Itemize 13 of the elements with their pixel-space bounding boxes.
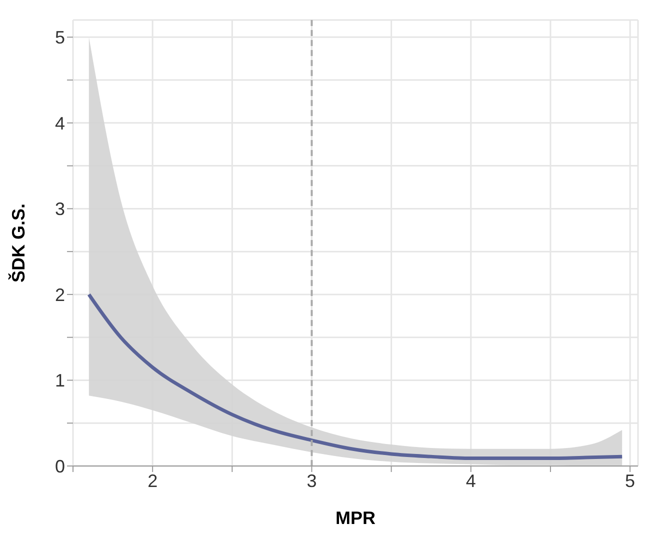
x-tick-label: 2 — [148, 470, 158, 491]
y-tick-label: 5 — [54, 28, 65, 48]
x-axis-title: MPR — [336, 508, 376, 528]
x-tick-label: 5 — [625, 470, 636, 491]
line-series — [87, 292, 624, 460]
x-tick-label: 3 — [306, 470, 317, 491]
y-tick-label: 1 — [54, 370, 65, 391]
y-tick-label: 2 — [54, 284, 65, 305]
x-tick-label: 4 — [466, 470, 476, 491]
y-tick-label: 4 — [54, 113, 65, 134]
y-tick-label: 0 — [54, 456, 65, 476]
y-axis-title: ŠDK G.S. — [7, 203, 28, 283]
y-tick-label: 3 — [54, 199, 65, 220]
